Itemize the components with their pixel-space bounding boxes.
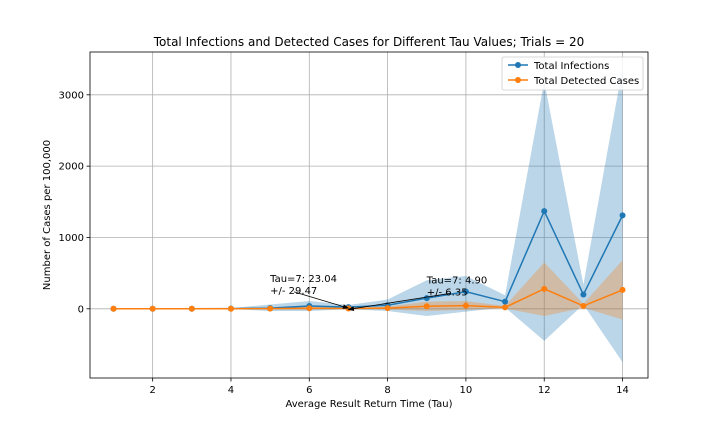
band-total-infections [113, 67, 623, 363]
y-tick-label-1000: 1000 [59, 233, 84, 244]
point-total-detected-cases-14 [619, 286, 626, 293]
point-total-detected-cases-8 [384, 305, 391, 312]
x-tick-label-10: 10 [460, 385, 473, 396]
plot-frame [89, 51, 649, 379]
annotation-0-arrow [294, 291, 350, 309]
legend: Total Infections Total Detected Cases [501, 56, 644, 91]
point-total-detected-cases-11 [502, 304, 509, 311]
x-tick-label-2: 2 [149, 385, 155, 396]
point-total-detected-cases-7 [345, 305, 352, 312]
annotations: Tau=7: 23.04+/- 29.47 Tau=7: 4.90+/- 6.35 [269, 274, 487, 311]
point-total-infections-10 [462, 288, 469, 295]
y-tick-label-0: 0 [78, 304, 84, 315]
x-axis-label: Average Result Return Time (Tau) [285, 399, 452, 410]
legend-box [501, 56, 644, 91]
annotation-0-line1: Tau=7: 23.04 [269, 274, 337, 285]
point-total-detected-cases-5 [267, 305, 274, 312]
point-total-infections-12 [541, 208, 548, 215]
point-total-detected-cases-4 [227, 305, 234, 312]
point-total-detected-cases-6 [306, 305, 313, 312]
point-total-detected-cases-12 [541, 285, 548, 292]
legend-label-total-detected-cases: Total Detected Cases [533, 76, 639, 87]
x-tick-label-12: 12 [538, 385, 551, 396]
y-axis-ticks: 0 1000 2000 3000 [59, 90, 90, 315]
legend-label-total-infections: Total Infections [533, 61, 609, 72]
annotation-0-line2: +/- 29.47 [270, 286, 317, 297]
point-total-detected-cases-3 [188, 305, 195, 312]
point-total-infections-11 [502, 298, 509, 305]
point-total-detected-cases-13 [580, 302, 587, 309]
point-total-detected-cases-2 [149, 305, 156, 312]
annotation-1-line1: Tau=7: 4.90 [426, 275, 487, 286]
x-tick-label-8: 8 [384, 385, 390, 396]
y-tick-label-2000: 2000 [59, 162, 84, 173]
legend-marker-total-infections [515, 62, 521, 68]
x-tick-label-14: 14 [616, 385, 629, 396]
point-total-infections-14 [619, 212, 626, 219]
plot-area [90, 52, 648, 378]
y-tick-label-3000: 3000 [59, 90, 84, 101]
legend-marker-total-detected-cases [515, 77, 521, 83]
point-total-detected-cases-1 [110, 305, 117, 312]
y-axis-label: Number of Cases per 100,000 [42, 140, 53, 290]
chart-title: Total Infections and Detected Cases for … [153, 35, 585, 49]
annotation-1-arrow [347, 292, 451, 311]
point-total-detected-cases-10 [462, 302, 469, 309]
x-tick-label-6: 6 [306, 385, 312, 396]
series-points [110, 208, 626, 312]
line-total-detected-cases [113, 288, 623, 310]
x-tick-label-4: 4 [228, 385, 234, 396]
annotation-1-line2: +/- 6.35 [427, 287, 468, 298]
point-total-detected-cases-9 [423, 303, 430, 310]
x-axis-ticks: 2 4 6 8 10 12 14 [149, 378, 629, 396]
point-total-infections-13 [580, 291, 587, 298]
